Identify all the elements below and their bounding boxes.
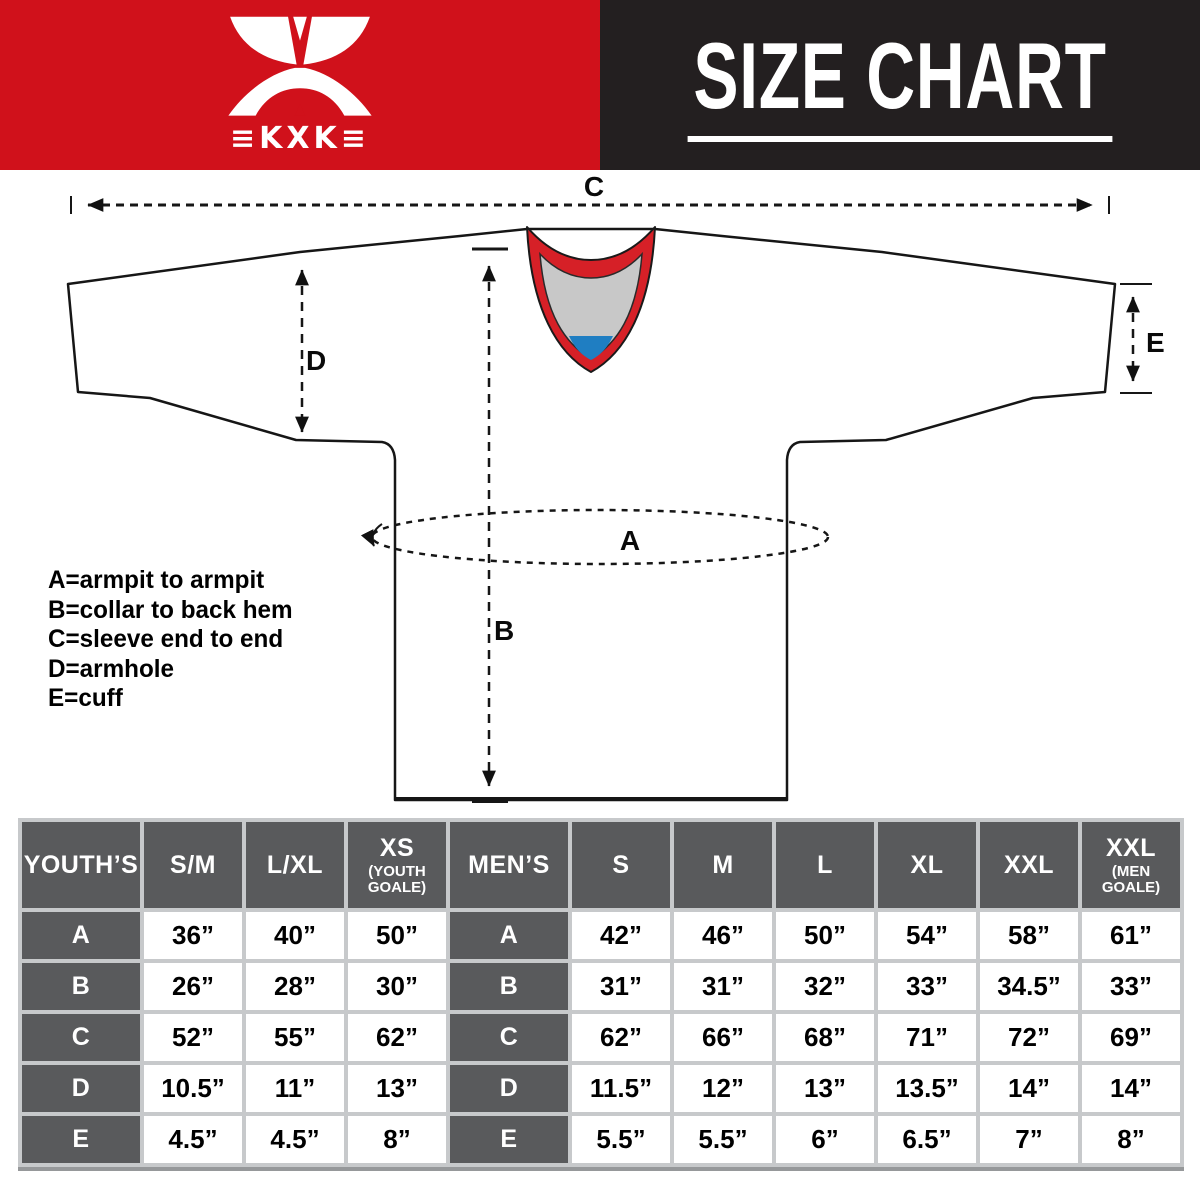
size-value-cell: 69” (1082, 1014, 1180, 1061)
dim-label-e: E (1146, 327, 1165, 358)
row-label-men-c: C (450, 1014, 568, 1061)
size-value-cell: 4.5” (144, 1116, 242, 1163)
size-value-cell: 5.5” (674, 1116, 772, 1163)
brand-wordmark: ≡KXK≡ (230, 120, 370, 156)
youth-goalie-sub: (YOUTH GOALE) (367, 863, 427, 896)
col-header-men-s: S (572, 822, 670, 908)
dim-label-b: B (494, 615, 514, 646)
col-header-youth-lxl: L/XL (246, 822, 344, 908)
dim-label-a: A (620, 525, 640, 556)
dimension-ellipse-a-arrow (360, 523, 383, 547)
size-value-cell: 14” (980, 1065, 1078, 1112)
size-value-cell: 36” (144, 912, 242, 959)
row-label-youth-c: C (22, 1014, 140, 1061)
collar (526, 226, 656, 373)
row-label-men-b: B (450, 963, 568, 1010)
row-label-men-d: D (450, 1065, 568, 1112)
row-label-youth-b: B (22, 963, 140, 1010)
size-value-cell: 50” (776, 912, 874, 959)
dimension-line-c (70, 196, 1110, 214)
size-value-cell: 55” (246, 1014, 344, 1061)
size-value-cell: 34.5” (980, 963, 1078, 1010)
size-value-cell: 6.5” (878, 1116, 976, 1163)
size-value-cell: 46” (674, 912, 772, 959)
col-header-men-xl: XL (878, 822, 976, 908)
size-value-cell: 33” (1082, 963, 1180, 1010)
size-value-cell: 11” (246, 1065, 344, 1112)
size-value-cell: 12” (674, 1065, 772, 1112)
size-value-cell: 13” (776, 1065, 874, 1112)
size-value-cell: 42” (572, 912, 670, 959)
size-value-cell: 8” (348, 1116, 446, 1163)
dim-label-d: D (306, 345, 326, 376)
table-bottom-shadow (18, 1167, 1184, 1171)
size-value-cell: 31” (674, 963, 772, 1010)
col-header-youth-sm: S/M (144, 822, 242, 908)
row-label-youth-d: D (22, 1065, 140, 1112)
header-banner: ≡KXK≡ SIZE CHART (0, 0, 1200, 170)
size-value-cell: 8” (1082, 1116, 1180, 1163)
row-label-youth-a: A (22, 912, 140, 959)
size-value-cell: 31” (572, 963, 670, 1010)
size-value-cell: 58” (980, 912, 1078, 959)
col-header-youth-goalie: XS (YOUTH GOALE) (348, 822, 446, 908)
men-goalie-sub: (MEN GOALE) (1101, 863, 1161, 896)
col-header-men-m: M (674, 822, 772, 908)
size-diagram: C D B E A A=armpit (0, 170, 1200, 818)
size-value-cell: 5.5” (572, 1116, 670, 1163)
row-label-youth-e: E (22, 1116, 140, 1163)
size-value-cell: 13.5” (878, 1065, 976, 1112)
size-value-cell: 62” (572, 1014, 670, 1061)
col-header-men-goalie: XXL (MEN GOALE) (1082, 822, 1180, 908)
legend-line-c: C=sleeve end to end (48, 625, 284, 653)
size-value-cell: 28” (246, 963, 344, 1010)
col-header-men-l: L (776, 822, 874, 908)
size-value-cell: 68” (776, 1014, 874, 1061)
title-panel: SIZE CHART (600, 0, 1200, 170)
size-value-cell: 61” (1082, 912, 1180, 959)
jersey-illustration: C D B E A (66, 171, 1165, 803)
kxk-logo-icon (228, 16, 372, 116)
size-value-cell: 40” (246, 912, 344, 959)
size-value-cell: 4.5” (246, 1116, 344, 1163)
youth-goalie-size: XS (379, 834, 415, 862)
dimension-line-e (1120, 283, 1152, 394)
size-value-cell: 6” (776, 1116, 874, 1163)
row-label-men-a: A (450, 912, 568, 959)
page-title: SIZE CHART (687, 28, 1113, 142)
size-value-cell: 14” (1082, 1065, 1180, 1112)
size-value-cell: 71” (878, 1014, 976, 1061)
size-value-cell: 32” (776, 963, 874, 1010)
size-value-cell: 10.5” (144, 1065, 242, 1112)
brand-panel: ≡KXK≡ (0, 0, 600, 170)
col-header-men-group: MEN’S (450, 822, 568, 908)
legend-line-e: E=cuff (48, 684, 123, 712)
size-value-cell: 30” (348, 963, 446, 1010)
size-value-cell: 52” (144, 1014, 242, 1061)
legend-line-a: A=armpit to armpit (48, 566, 265, 594)
row-label-men-e: E (450, 1116, 568, 1163)
size-value-cell: 33” (878, 963, 976, 1010)
jersey-outline (66, 227, 1117, 802)
col-header-youth-group: YOUTH’S (22, 822, 140, 908)
size-value-cell: 62” (348, 1014, 446, 1061)
size-value-cell: 7” (980, 1116, 1078, 1163)
size-value-cell: 54” (878, 912, 976, 959)
size-value-cell: 50” (348, 912, 446, 959)
size-value-cell: 66” (674, 1014, 772, 1061)
men-goalie-size: XXL (1105, 834, 1157, 862)
size-value-cell: 72” (980, 1014, 1078, 1061)
col-header-men-xxl: XXL (980, 822, 1078, 908)
legend-line-b: B=collar to back hem (48, 595, 293, 624)
size-value-cell: 13” (348, 1065, 446, 1112)
size-value-cell: 26” (144, 963, 242, 1010)
dim-label-c: C (584, 171, 604, 202)
dimension-ellipse-a (370, 508, 830, 566)
legend-line-d: D=armhole (48, 654, 175, 683)
dimension-line-b (472, 247, 508, 803)
size-table: YOUTH’S S/M L/XL XS (YOUTH GOALE) MEN’S … (18, 818, 1184, 1167)
size-value-cell: 11.5” (572, 1065, 670, 1112)
measurement-legend: A=armpit to armpit B=collar to back hem … (48, 566, 293, 714)
